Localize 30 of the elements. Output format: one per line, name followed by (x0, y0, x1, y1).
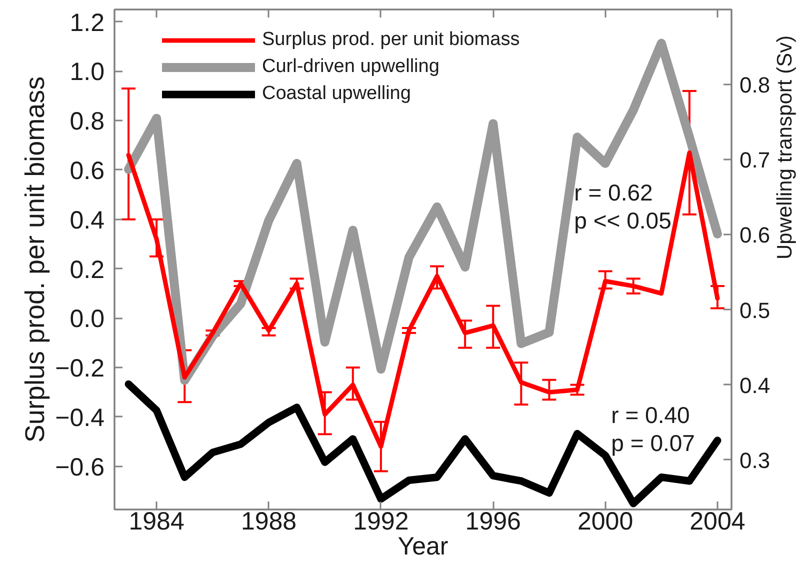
y-tick-label: −0.6 (55, 453, 105, 482)
x-tick-label: 1988 (240, 508, 297, 536)
y2-tick-label: 0.8 (740, 72, 770, 98)
y-tick-label: −0.2 (55, 354, 105, 383)
x-tick-label: 2004 (690, 508, 746, 536)
y2-axis-title: Upwelling transport (Sv) (774, 35, 797, 260)
y-tick-label: 0.4 (70, 206, 105, 234)
y2-tick-label: 0.5 (740, 298, 770, 323)
y2-tick-label: 0.6 (740, 222, 770, 248)
y-tick-label: 0.0 (70, 305, 105, 334)
annotation: r = 0.62 p << 0.05 (574, 180, 672, 234)
y-axis-title: Surplus prod. per unit biomass (20, 76, 50, 443)
y-tick-label: 1.0 (70, 58, 105, 86)
y2-tick-label: 0.7 (740, 148, 770, 173)
annotation: r = 0.40 p = 0.07 (611, 402, 695, 456)
y-tick-label: 1.2 (70, 8, 105, 37)
y2-tick-label: 0.3 (740, 448, 770, 473)
x-axis-title: Year (398, 532, 448, 560)
y2-tick-label: 0.4 (740, 372, 770, 398)
y-tick-label: −0.4 (55, 404, 105, 432)
y-tick-label: 0.2 (70, 256, 105, 284)
x-tick-label: 2000 (577, 508, 634, 536)
y-tick-label: 0.8 (70, 108, 105, 136)
legend-label: Curl-driven upwelling (262, 56, 440, 78)
x-tick-label: 1984 (128, 508, 184, 536)
legend-label: Surplus prod. per unit biomass (262, 29, 520, 51)
x-tick-label: 1992 (353, 508, 409, 536)
legend-label: Coastal upwelling (262, 83, 411, 105)
y-tick-label: 0.6 (70, 156, 105, 185)
x-tick-label: 1996 (465, 508, 521, 536)
